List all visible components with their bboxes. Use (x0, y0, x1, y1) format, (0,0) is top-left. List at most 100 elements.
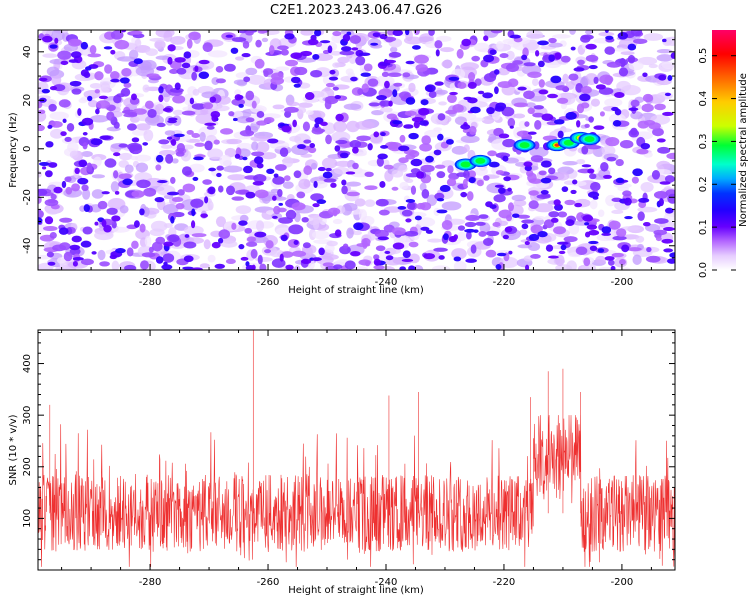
heatmap-cell (114, 191, 120, 195)
heatmap-cell (581, 145, 589, 155)
heatmap-cell (170, 176, 176, 184)
heatmap-cell (310, 110, 326, 120)
heatmap-cell (526, 170, 534, 177)
heatmap-cell (658, 74, 667, 81)
heatmap-feature (584, 136, 595, 143)
heatmap-cell (332, 86, 339, 91)
heatmap-cell (627, 54, 636, 64)
heatmap-cell (231, 37, 247, 43)
y-tick-label: 200 (22, 457, 33, 476)
heatmap-cell (468, 177, 476, 184)
heatmap-cell (564, 199, 576, 206)
heatmap-cell (156, 65, 167, 71)
x-tick-label: -240 (375, 577, 398, 588)
heatmap-cell (144, 235, 152, 247)
heatmap-cell (236, 79, 248, 87)
heatmap-cell (245, 191, 256, 199)
heatmap-cell (199, 131, 206, 142)
heatmap-cell (245, 261, 250, 267)
heatmap-cell (401, 209, 413, 217)
heatmap-cell (94, 230, 114, 241)
heatmap-cell (364, 185, 378, 191)
heatmap-cell (104, 158, 117, 168)
heatmap-cell (80, 240, 92, 248)
heatmap-cell (547, 93, 559, 99)
heatmap-cell (131, 240, 139, 249)
heatmap-cell (162, 107, 172, 112)
heatmap-cell (70, 39, 83, 46)
heatmap-cell (621, 267, 631, 270)
heatmap-cell (460, 62, 480, 71)
heatmap-cell (123, 82, 132, 88)
heatmap-cell (228, 111, 235, 117)
heatmap-cell (234, 94, 242, 101)
heatmap-feature (475, 157, 486, 164)
heatmap-cell (170, 216, 175, 224)
heatmap-cell (593, 76, 599, 85)
heatmap-cell (169, 87, 184, 93)
heatmap-cell (106, 111, 115, 121)
heatmap-cell (202, 42, 213, 53)
heatmap-cell (82, 188, 91, 200)
heatmap-cell (95, 108, 100, 115)
heatmap-cell (172, 109, 184, 116)
heatmap-cell (80, 258, 94, 266)
heatmap-cell (48, 103, 57, 112)
heatmap-cell (540, 160, 552, 168)
heatmap-cell (636, 148, 649, 155)
heatmap-cell (101, 219, 107, 228)
heatmap-cell (461, 38, 472, 47)
heatmap-cell (159, 149, 176, 156)
heatmap-cell (553, 199, 561, 206)
heatmap-cell (526, 30, 544, 40)
heatmap-cell (170, 35, 186, 45)
heatmap-cell (428, 90, 437, 99)
heatmap-cell (119, 152, 133, 161)
heatmap-cell (548, 42, 563, 48)
heatmap-cell (312, 219, 320, 230)
x-tick-label: -280 (139, 277, 162, 288)
heatmap-cell (145, 48, 158, 57)
heatmap-cell (661, 238, 674, 244)
heatmap-cell (595, 255, 607, 264)
heatmap-cell (384, 80, 390, 89)
heatmap-cell (392, 120, 403, 125)
heatmap-cell (303, 179, 311, 188)
heatmap-cell (621, 244, 630, 253)
heatmap-cell (339, 245, 351, 255)
heatmap-cell (72, 256, 84, 261)
heatmap-cell (181, 166, 192, 176)
heatmap-cell (465, 214, 480, 221)
heatmap-cell (186, 130, 194, 135)
heatmap-cell (62, 118, 67, 124)
heatmap-cell (381, 71, 389, 78)
heatmap-cell (436, 171, 446, 179)
heatmap-cell (281, 251, 294, 258)
heatmap-cell (584, 222, 590, 226)
heatmap-cell (489, 49, 497, 56)
heatmap-cell (113, 152, 121, 157)
heatmap-cell (50, 120, 63, 128)
heatmap-cell (453, 256, 462, 262)
heatmap-cell (483, 54, 495, 63)
heatmap-cell (524, 241, 530, 246)
heatmap-cell (530, 253, 541, 259)
heatmap-cell (234, 56, 245, 61)
heatmap-cell (383, 164, 394, 170)
heatmap-cell (533, 105, 545, 110)
heatmap-cell (271, 72, 284, 81)
heatmap-cell (403, 124, 414, 129)
heatmap-cell (323, 178, 337, 183)
heatmap-cell (154, 39, 166, 50)
heatmap-cell (341, 179, 347, 186)
heatmap-cell (131, 190, 145, 198)
heatmap-cell (477, 90, 485, 95)
heatmap-cell (38, 77, 48, 82)
heatmap-cell (388, 51, 402, 58)
heatmap-cell (68, 59, 79, 63)
y-tick-label: 40 (22, 45, 33, 58)
heatmap-cell (493, 194, 506, 203)
heatmap-cell (447, 93, 457, 104)
heatmap-cell (168, 234, 180, 243)
heatmap-cell (314, 128, 326, 133)
